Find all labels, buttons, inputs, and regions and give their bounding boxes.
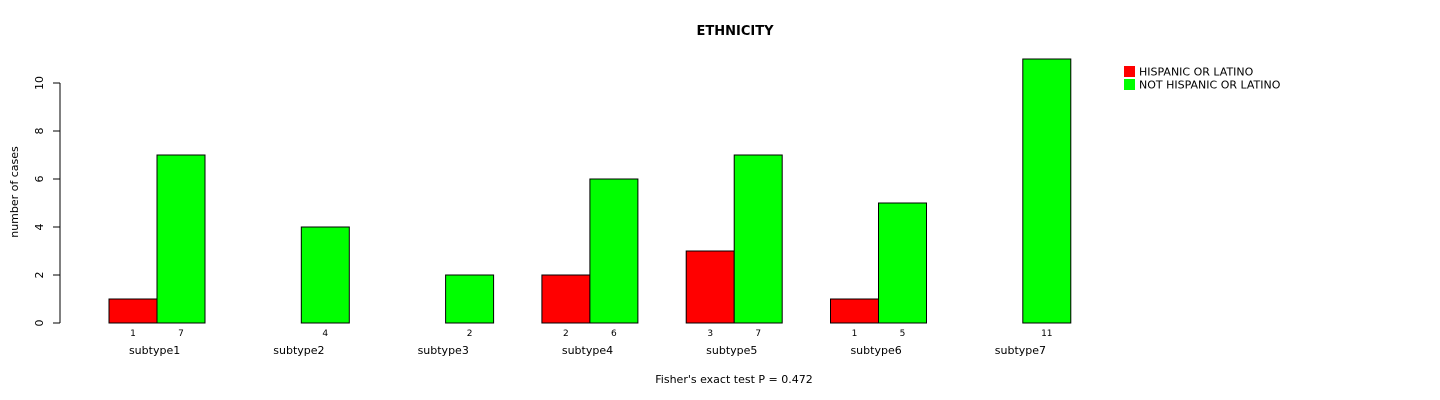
bar-value-label: 7 — [755, 329, 761, 339]
bar — [445, 274, 495, 324]
y-tick-label: 2 — [33, 272, 46, 279]
bar-value-label: 11 — [1041, 329, 1052, 339]
bar — [878, 202, 927, 324]
y-tick-label: 6 — [33, 176, 46, 183]
bar-value-label: 2 — [563, 329, 569, 339]
bar — [589, 178, 639, 324]
bar-value-labels: 1 7 4 2 2 6 3 7 1 5 11 — [130, 329, 1052, 339]
y-tick-label: 8 — [33, 128, 46, 135]
legend-swatch — [1124, 79, 1135, 90]
y-tick-label: 0 — [33, 320, 46, 327]
category-label: subtype5 — [706, 344, 757, 357]
bar-value-label: 2 — [467, 329, 473, 339]
bar — [830, 298, 879, 324]
category-label: subtype1 — [129, 344, 180, 357]
bar-value-label: 3 — [707, 329, 713, 339]
bar — [733, 154, 783, 324]
bar — [108, 298, 158, 324]
bar-value-label: 7 — [178, 329, 184, 339]
bar-value-label: 4 — [322, 329, 328, 339]
bar — [300, 226, 350, 324]
category-labels: subtype1 subtype2 subtype3 subtype4 subtype5… — [129, 344, 1046, 357]
category-label: subtype2 — [273, 344, 324, 357]
category-label: subtype4 — [562, 344, 613, 357]
legend-label: NOT HISPANIC OR LATINO — [1139, 79, 1281, 92]
category-label: subtype7 — [995, 344, 1046, 357]
bar-value-label: 5 — [900, 329, 906, 339]
y-tick-label: 4 — [33, 224, 46, 231]
bar-value-label: 6 — [611, 329, 617, 339]
bar-value-label: 1 — [852, 329, 858, 339]
category-label: subtype3 — [418, 344, 469, 357]
y-axis-label: number of cases — [8, 146, 21, 238]
legend-swatch — [1124, 66, 1135, 77]
y-tick-label: 10 — [33, 76, 46, 90]
bar — [541, 274, 591, 324]
bar — [685, 250, 735, 324]
y-axis: 0 2 4 6 8 10 — [33, 76, 61, 327]
legend-label: HISPANIC OR LATINO — [1139, 66, 1254, 79]
fisher-test-footnote: Fisher's exact test P = 0.472 — [655, 373, 812, 386]
category-label: subtype6 — [850, 344, 901, 357]
bars — [108, 58, 1072, 324]
bar-value-label: 1 — [130, 329, 136, 339]
bar — [156, 154, 206, 324]
chart-title: ETHNICITY — [696, 24, 774, 39]
bar — [1022, 58, 1072, 324]
